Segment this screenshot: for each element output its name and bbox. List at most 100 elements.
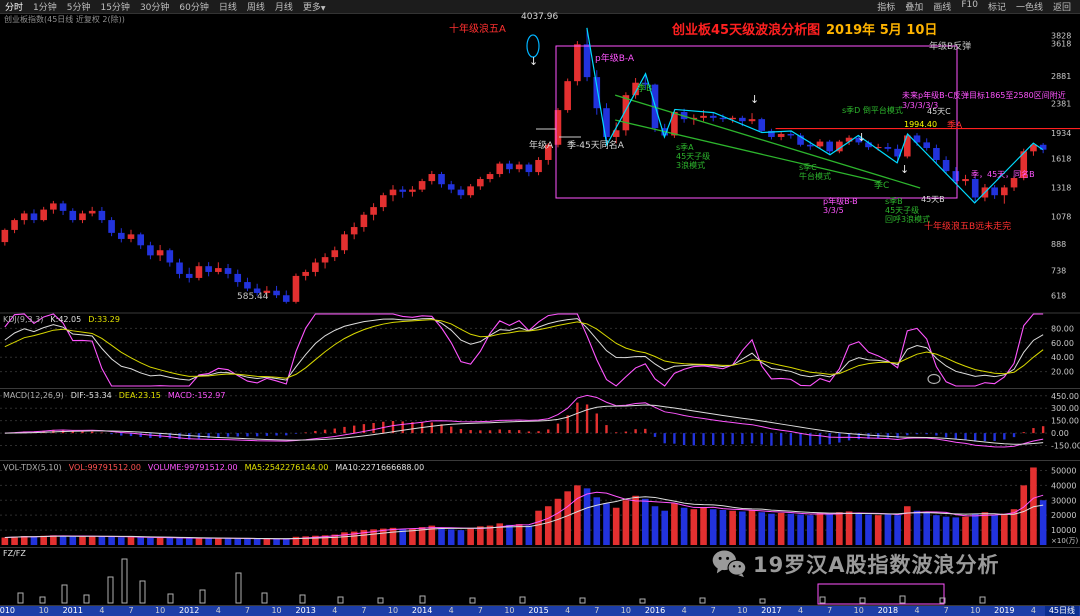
date-tick: 4	[215, 606, 221, 615]
fz-header: FZ/FZ	[3, 549, 26, 558]
kdj-name: KDJ(9,3,3)	[3, 315, 44, 324]
kdj-lines	[4, 313, 1044, 387]
date-tick: 10	[620, 606, 631, 615]
vol-ma10-value: MA10:2271666688.00	[335, 463, 425, 472]
svg-text:20000: 20000	[1051, 511, 1076, 520]
date-tick: 2013	[295, 606, 316, 615]
instrument-label: 创业板指数(45日线 近复权 2(除))	[4, 15, 125, 24]
vol-header: VOL-TDX(5,10) VOL:99791512.00 VOLUME:997…	[3, 463, 424, 472]
tool-button[interactable]: 画线	[933, 3, 952, 13]
date-tick: 2018	[877, 606, 899, 615]
period-button[interactable]: 15分钟	[100, 3, 130, 13]
candles	[1, 27, 1047, 304]
date-tick: 4	[99, 606, 105, 615]
svg-text:40.00: 40.00	[1051, 353, 1074, 362]
macd-name: MACD(12,26,9)	[3, 391, 64, 400]
date-tick: 7	[710, 606, 716, 615]
svg-text:×10(万): ×10(万)	[1051, 537, 1079, 545]
svg-text:3618: 3618	[1051, 40, 1071, 49]
period-indicator[interactable]: 45日线	[1044, 606, 1079, 616]
svg-text:-150.00: -150.00	[1051, 442, 1080, 451]
tool-button[interactable]: 指标	[877, 3, 896, 13]
date-tick: 7	[244, 606, 250, 615]
date-axis: 45日线 2010 10 2011 4 7 10 2012 4 7 10 2013 4 7 10 2014 4…	[0, 606, 1080, 616]
svg-text:3828: 3828	[1051, 32, 1071, 41]
svg-text:450.00: 450.00	[1051, 392, 1079, 401]
svg-text:10000: 10000	[1051, 526, 1076, 535]
svg-text:618: 618	[1051, 292, 1066, 301]
more-button[interactable]: 更多▼	[302, 3, 326, 13]
date-tick: 4	[798, 606, 804, 615]
fz-name: FZ/FZ	[3, 549, 26, 558]
date-tick: 2011	[62, 606, 83, 615]
svg-text:40000: 40000	[1051, 481, 1076, 490]
svg-text:80.00: 80.00	[1051, 324, 1074, 333]
macd-macd-value: MACD:-152.97	[167, 391, 226, 400]
svg-text:888: 888	[1051, 240, 1066, 249]
date-tick: 2017	[761, 606, 782, 615]
macd-grid: 450.00 300.00 150.00 0.00 -150.00	[0, 392, 1080, 451]
volume-value: VOLUME:99791512.00	[147, 463, 238, 472]
date-tick: 10	[271, 606, 282, 615]
volume-ma-lines	[4, 491, 1044, 540]
macd-dif-value: DIF:-53.34	[70, 391, 112, 400]
period-button[interactable]: 日线	[218, 3, 237, 13]
svg-text:2381: 2381	[1051, 99, 1071, 108]
svg-text:150.00: 150.00	[1051, 417, 1079, 426]
period-button[interactable]: 分时	[5, 3, 24, 13]
svg-text:2881: 2881	[1051, 72, 1071, 81]
date-tick: 10	[504, 606, 515, 615]
date-tick: 2019	[994, 606, 1015, 615]
svg-text:20.00: 20.00	[1051, 368, 1074, 377]
chevron-down-icon: ▼	[320, 5, 326, 12]
svg-text:738: 738	[1051, 266, 1066, 275]
tool-button[interactable]: 一色线	[1015, 3, 1043, 13]
fz-bars	[17, 558, 986, 604]
date-tick: 4	[565, 606, 571, 615]
date-tick: 2015	[528, 606, 549, 615]
period-button[interactable]: 5分钟	[66, 3, 91, 13]
date-tick: 10	[155, 606, 166, 615]
wave-overlays	[526, 27, 1080, 605]
date-tick: 7	[128, 606, 134, 615]
date-tick: 7	[943, 606, 949, 615]
date-tick: 7	[594, 606, 600, 615]
date-tick: 10	[853, 606, 864, 615]
period-button[interactable]: 60分钟	[179, 3, 209, 13]
tool-button[interactable]: 叠加	[905, 3, 924, 13]
vol-grid: 50000 40000 30000 20000 10000 ×10(万)	[0, 466, 1079, 545]
date-tick: 7	[477, 606, 483, 615]
date-tick: 10	[38, 606, 49, 615]
tool-button[interactable]: 标记	[987, 3, 1006, 13]
toolbar: 分时 1分钟 5分钟 15分钟 30分钟 60分钟 日线 周线 月线 更多▼ 指标 叠加 画线 F10 标…	[0, 0, 1080, 13]
kdj-d-value: D:33.29	[88, 315, 120, 324]
date-tick: 2014	[411, 606, 433, 615]
svg-text:0.00: 0.00	[1051, 429, 1069, 438]
svg-text:50000: 50000	[1051, 466, 1076, 475]
svg-text:60.00: 60.00	[1051, 339, 1074, 348]
period-button[interactable]: 1分钟	[33, 3, 57, 13]
period-button[interactable]: 周线	[246, 3, 265, 13]
kdj-k-value: K:42.05	[50, 315, 82, 324]
svg-text:30000: 30000	[1051, 496, 1076, 505]
tool-button[interactable]: F10	[961, 0, 978, 10]
macd-lines	[4, 394, 1044, 448]
svg-text:300.00: 300.00	[1051, 404, 1079, 413]
date-tick: 10	[970, 606, 981, 615]
date-tick: 2012	[179, 606, 200, 615]
macd-dea-value: DEA:23.15	[118, 391, 161, 400]
date-tick: 2010	[0, 606, 16, 615]
macd-header: MACD(12,26,9) DIF:-53.34 DEA:23.15 MACD:…	[3, 391, 225, 400]
period-button[interactable]: 月线	[274, 3, 293, 13]
svg-text:1618: 1618	[1051, 154, 1071, 163]
date-tick: 7	[361, 606, 367, 615]
date-tick: 10	[737, 606, 748, 615]
period-button[interactable]: 30分钟	[139, 3, 170, 13]
tool-buttons: 指标 叠加 画线 F10 标记 一色线 返回	[872, 0, 1080, 13]
date-tick: 4	[1030, 606, 1036, 615]
date-tick: 4	[914, 606, 920, 615]
tool-button[interactable]: 返回	[1052, 3, 1071, 13]
